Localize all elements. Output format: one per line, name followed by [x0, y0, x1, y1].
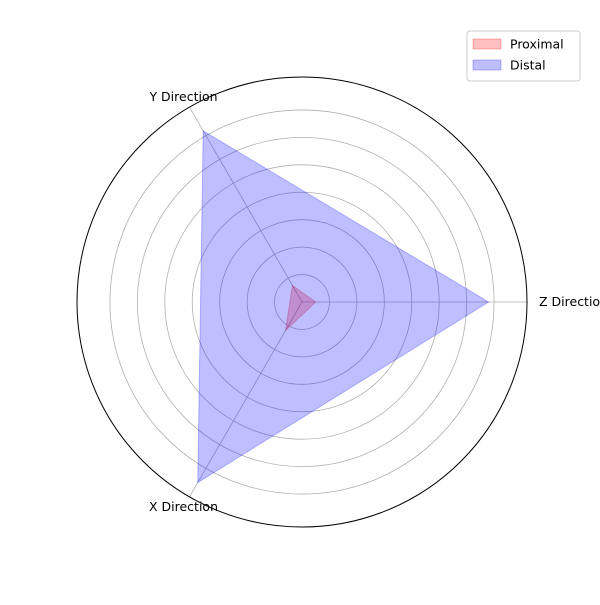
axis-label-z-direction: Z Direction	[539, 294, 600, 309]
series-area-distal	[197, 130, 490, 484]
series-area-proximal	[284, 284, 317, 332]
spoke-3	[189, 301, 303, 498]
series-layer	[197, 130, 490, 484]
axis-label-y-direction: Y Direction	[148, 89, 217, 104]
legend-swatch-proximal	[472, 38, 502, 50]
axis-label-x-direction: X Direction	[149, 499, 218, 514]
polar-frame	[76, 76, 528, 528]
grid-layer	[109, 106, 527, 498]
legend-label-distal: Distal	[510, 58, 546, 73]
legend-swatch-distal	[472, 59, 502, 71]
axis-label-layer: Z Direction Y Direction X Direction	[148, 89, 600, 514]
legend-label-proximal: Proximal	[510, 37, 564, 52]
spoke-2	[189, 106, 303, 303]
frame-layer	[76, 76, 528, 528]
legend-box	[466, 30, 581, 82]
legend: Proximal Distal	[466, 30, 581, 82]
